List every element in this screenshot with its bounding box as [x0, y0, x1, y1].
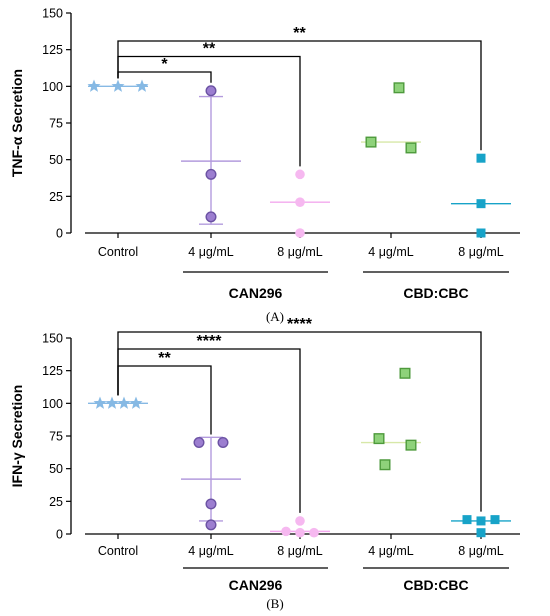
data-point-circle — [205, 498, 217, 510]
y-tick-label: 75 — [49, 117, 63, 131]
data-point-circle — [205, 519, 217, 531]
chart-panel-a: 0 25 50 75 100 125 150 TNF-α Secretion Control 4 … — [9, 7, 520, 324]
data-point-star — [93, 396, 107, 409]
data-point-square — [365, 136, 377, 148]
data-point-star — [117, 396, 131, 409]
group-label: CAN296 — [229, 577, 283, 593]
x-category-label: 8 μg/mL — [458, 544, 503, 558]
significance-bracket — [117, 71, 212, 83]
x-category-label: 8 μg/mL — [458, 245, 503, 259]
significance-label: ** — [203, 41, 216, 58]
group-label: CBD:CBC — [403, 577, 468, 593]
significance-bracket — [117, 40, 482, 151]
y-tick-label: 100 — [42, 80, 63, 94]
data-point-star — [87, 79, 101, 92]
x-category-label: 4 μg/mL — [188, 544, 233, 558]
data-point-star — [135, 79, 149, 92]
group-label: CAN296 — [229, 285, 283, 301]
y-tick-label: 150 — [42, 332, 63, 346]
x-category-label: 8 μg/mL — [277, 544, 322, 558]
data-point-circle — [295, 228, 305, 238]
data-point-circle — [281, 526, 291, 537]
x-category-label: 4 μg/mL — [188, 245, 233, 259]
data-point-square-filled — [476, 153, 486, 163]
data-point-circle — [309, 527, 319, 538]
significance-label: * — [161, 56, 168, 73]
y-tick-label: 125 — [42, 43, 63, 57]
data-point-square — [405, 439, 417, 451]
data-point-circle — [295, 197, 305, 207]
x-category-label: Control — [98, 245, 138, 259]
data-point-square-filled — [476, 228, 486, 238]
data-point-square-filled — [476, 528, 486, 538]
data-point-circle — [205, 211, 217, 223]
y-axis-label: IFN-γ Secretion — [9, 385, 25, 488]
data-point-square — [379, 459, 391, 471]
x-category-label: Control — [98, 544, 138, 558]
data-point-square — [373, 433, 385, 445]
significance-bracket — [117, 331, 482, 512]
data-point-square-filled — [490, 515, 500, 525]
y-tick-label: 125 — [42, 364, 63, 378]
y-tick-label: 25 — [49, 190, 63, 204]
data-point-star — [105, 396, 119, 409]
data-point-star — [129, 396, 143, 409]
x-category-label: 8 μg/mL — [277, 245, 322, 259]
y-tick-label: 0 — [56, 227, 63, 241]
data-point-circle — [295, 527, 305, 538]
data-point-square-filled — [462, 515, 472, 525]
panel-label: (A) — [266, 309, 284, 324]
data-point-square — [393, 82, 405, 94]
data-point-square — [405, 142, 417, 154]
group-label: CBD:CBC — [403, 285, 468, 301]
data-point-square-filled — [476, 516, 486, 526]
chart-panel-b: 0 25 50 75 100 125 150 IFN-γ Secretion Control 4 … — [9, 316, 520, 611]
y-tick-label: 0 — [56, 528, 63, 542]
y-tick-label: 75 — [49, 430, 63, 444]
significance-bracket — [117, 348, 301, 513]
y-tick-label: 25 — [49, 495, 63, 509]
data-point-star — [111, 79, 125, 92]
significance-bracket — [117, 365, 212, 435]
data-point-circle — [217, 437, 229, 449]
x-category-label: 4 μg/mL — [368, 245, 413, 259]
data-point-square-filled — [476, 199, 486, 209]
data-point-circle — [295, 169, 305, 180]
data-point-circle — [205, 168, 217, 180]
significance-label: ** — [293, 25, 306, 42]
data-point-circle — [295, 516, 305, 526]
x-category-label: 4 μg/mL — [368, 544, 413, 558]
y-tick-label: 150 — [42, 7, 63, 21]
y-tick-label: 50 — [49, 153, 63, 167]
panel-label: (B) — [266, 596, 283, 611]
data-point-circle — [193, 437, 205, 449]
data-point-circle — [205, 85, 217, 97]
significance-bracket — [117, 55, 301, 167]
y-tick-label: 100 — [42, 397, 63, 411]
data-point-square — [399, 367, 411, 379]
significance-label: ** — [158, 350, 171, 367]
y-axis-label: TNF-α Secretion — [9, 69, 25, 177]
significance-label: **** — [197, 333, 223, 350]
significance-label: **** — [287, 316, 313, 333]
y-tick-label: 50 — [49, 462, 63, 476]
